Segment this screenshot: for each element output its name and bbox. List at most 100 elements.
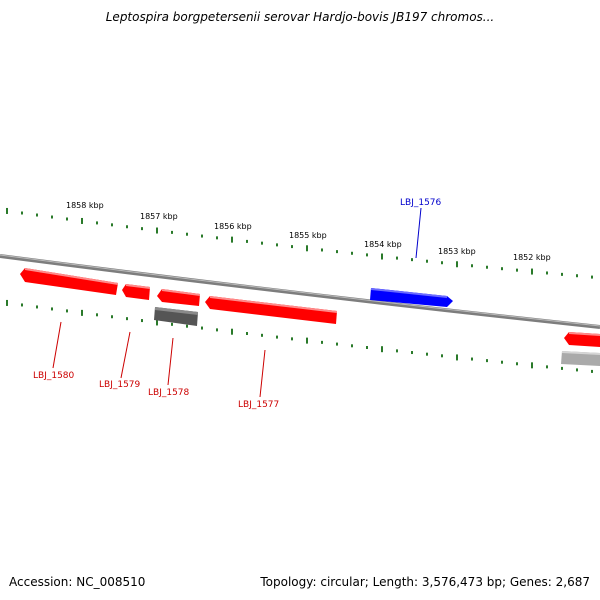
topology-text: Topology: circular; Length: 3,576,473 bp… [260, 575, 590, 589]
kbp-label-1855: 1855 kbp [289, 231, 327, 240]
gene-lbj-1580[interactable] [20, 268, 118, 295]
inner-tick [6, 299, 8, 306]
inner-tick [246, 332, 248, 336]
inner-tick [486, 359, 488, 363]
outer-tick [336, 250, 338, 254]
map-title: Leptospira borgpetersenii serovar Hardjo… [105, 10, 495, 24]
leader-lbj-1579 [120, 331, 131, 379]
gene-lbj-1579[interactable] [122, 284, 150, 300]
kbp-label-1856: 1856 kbp [214, 222, 252, 231]
inner-tick [561, 366, 563, 370]
inner-tick [456, 354, 458, 361]
gene-lbj-1577-a[interactable] [157, 289, 200, 306]
backbone-arc-highlight [0, 254, 600, 327]
accession-text: Accession: NC_008510 [9, 575, 146, 589]
kbp-label-1853: 1853 kbp [438, 247, 476, 256]
inner-tick [216, 328, 218, 332]
inner-tick [441, 354, 443, 358]
outer-tick [111, 223, 113, 227]
inner-tick [576, 368, 578, 372]
outer-tick [21, 211, 23, 215]
inner-tick [276, 335, 278, 339]
leader-lbj-1578 [167, 337, 174, 386]
inner-tick [501, 360, 503, 364]
gene-lbj-1576[interactable] [370, 288, 453, 307]
outer-tick [501, 267, 503, 271]
outer-tick [426, 259, 428, 263]
inner-tick [531, 362, 533, 369]
gene-lbj-1578[interactable] [154, 307, 198, 326]
inner-tick [231, 328, 233, 335]
inner-tick [156, 319, 158, 326]
outer-tick [456, 261, 458, 268]
outer-tick [396, 256, 398, 260]
gene-label-lbj-1577[interactable]: LBJ_1577 [238, 400, 279, 410]
outer-tick [246, 239, 248, 243]
leader-lbj-1580 [52, 321, 62, 369]
inner-tick [366, 346, 368, 350]
kbp-label-1852: 1852 kbp [513, 253, 551, 262]
leader-lbj-1576 [415, 207, 422, 259]
outer-tick [141, 227, 143, 231]
outer-tick [486, 265, 488, 269]
outer-tick [51, 215, 53, 219]
outer-tick [291, 245, 293, 249]
outer-tick-row [6, 207, 593, 279]
inner-tick [426, 352, 428, 356]
inner-tick [396, 349, 398, 353]
inner-tick [96, 313, 98, 317]
outer-tick [306, 245, 308, 252]
outer-tick [36, 213, 38, 217]
inner-tick [111, 315, 113, 319]
outer-tick [126, 225, 128, 229]
inner-tick [171, 322, 173, 326]
inner-tick [591, 369, 593, 373]
outer-tick [96, 221, 98, 225]
inner-tick [201, 326, 203, 330]
outer-tick [471, 264, 473, 268]
inner-tick [306, 337, 308, 344]
kbp-label-1854: 1854 kbp [364, 240, 402, 249]
inner-tick [36, 305, 38, 309]
inner-tick [291, 337, 293, 341]
inner-tick [381, 346, 383, 353]
inner-tick [411, 351, 413, 355]
inner-tick [261, 333, 263, 337]
gene-label-lbj-1576[interactable]: LBJ_1576 [400, 198, 442, 208]
gene-right-edge-gray[interactable] [561, 351, 600, 366]
gene-label-lbj-1579[interactable]: LBJ_1579 [99, 380, 141, 390]
outer-tick [441, 261, 443, 265]
outer-tick [411, 258, 413, 262]
outer-tick [6, 207, 8, 214]
inner-tick [51, 307, 53, 311]
outer-tick [261, 241, 263, 245]
outer-tick [546, 271, 548, 275]
outer-tick [81, 217, 83, 224]
outer-tick [591, 275, 593, 279]
inner-tick [471, 357, 473, 361]
gene-lbj-1577[interactable] [205, 296, 337, 324]
gene-label-lbj-1580[interactable]: LBJ_1580 [33, 371, 75, 381]
outer-tick [201, 234, 203, 238]
inner-tick [126, 317, 128, 321]
leader-lbj-1577 [259, 349, 266, 398]
outer-tick [171, 230, 173, 234]
outer-tick [366, 253, 368, 257]
outer-tick [276, 243, 278, 247]
backbone-arc [0, 254, 600, 329]
gene-right-edge-red[interactable] [564, 332, 600, 347]
inner-tick [186, 324, 188, 328]
outer-tick [516, 268, 518, 272]
outer-tick [186, 232, 188, 236]
inner-tick [321, 340, 323, 344]
outer-tick [381, 253, 383, 260]
inner-tick [546, 365, 548, 369]
inner-tick [351, 344, 353, 348]
gene-label-lbj-1578[interactable]: LBJ_1578 [148, 388, 190, 398]
kbp-label-1858: 1858 kbp [66, 201, 104, 210]
outer-tick [216, 236, 218, 240]
inner-tick [21, 303, 23, 307]
outer-tick [351, 251, 353, 255]
inner-tick-row [6, 299, 593, 373]
